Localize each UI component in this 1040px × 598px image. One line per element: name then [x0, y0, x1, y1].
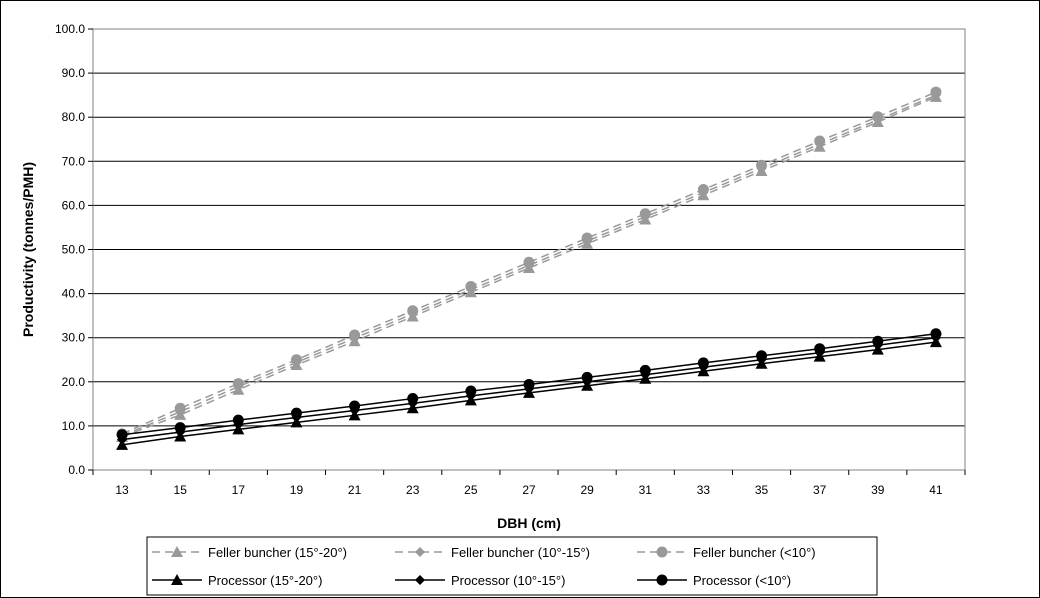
legend-label: Processor (15°-20°): [208, 573, 322, 588]
data-point-circle: [465, 385, 477, 397]
data-point-circle: [639, 208, 651, 220]
data-point-circle: [407, 305, 419, 317]
legend-marker-diamond: [415, 547, 425, 557]
data-point-circle: [523, 256, 535, 268]
series-line: [121, 94, 937, 437]
data-point-circle: [756, 350, 768, 362]
data-point-circle: [407, 393, 419, 405]
data-point-circle: [349, 329, 361, 341]
legend-item: Feller buncher (15°-20°): [152, 545, 347, 560]
data-point-circle: [116, 429, 128, 441]
y-tick-label: 70.0: [62, 154, 86, 168]
data-point-circle: [872, 335, 884, 347]
legend-marker-circle: [656, 546, 668, 558]
x-tick-label: 15: [174, 483, 188, 497]
y-tick-label: 30.0: [62, 331, 86, 345]
legend-label: Feller buncher (15°-20°): [208, 545, 347, 560]
y-tick-label: 0.0: [68, 463, 85, 477]
legend-box: [146, 536, 878, 596]
data-point-circle: [290, 407, 302, 419]
y-tick-label: 90.0: [62, 66, 86, 80]
legend-label: Feller buncher (10°-15°): [451, 545, 590, 560]
legend-marker-diamond: [415, 575, 425, 585]
data-point-circle: [290, 354, 302, 366]
x-tick-label: 35: [755, 483, 769, 497]
x-tick-label: 13: [115, 483, 129, 497]
legend: Feller buncher (15°-20°) Feller buncher (…: [146, 536, 878, 596]
series-line: [121, 96, 937, 438]
y-tick-label: 50.0: [62, 243, 86, 257]
y-tick-label: 80.0: [62, 110, 86, 124]
legend-item: Processor (15°-20°): [152, 573, 322, 588]
x-axis-ticks: 13 15 17 19 21 23 25 27 29 31 33 35 37 39 41: [92, 470, 966, 497]
data-point-circle: [930, 86, 942, 98]
data-point-circle: [697, 357, 709, 369]
series-line: [121, 91, 937, 435]
data-point-circle: [814, 343, 826, 355]
x-tick-label: 27: [522, 483, 536, 497]
legend-marker-circle: [656, 574, 668, 586]
data-point-circle: [814, 135, 826, 147]
data-point-circle: [174, 402, 186, 414]
data-point-circle: [232, 414, 244, 426]
x-tick-label: 31: [639, 483, 653, 497]
y-axis-ticks: 0.0 10.0 20.0 30.0 40.0 50.0 60.0 70.0 80.0 90.0 1…: [55, 22, 93, 477]
data-point-circle: [581, 232, 593, 244]
y-axis-title: Productivity (tonnes/PMH): [20, 162, 36, 337]
x-tick-label: 37: [813, 483, 827, 497]
legend-label: Processor (10°-15°): [451, 573, 565, 588]
series-6: [116, 328, 942, 441]
x-tick-label: 29: [580, 483, 594, 497]
x-tick-label: 21: [348, 483, 362, 497]
data-point-circle: [523, 378, 535, 390]
x-tick-label: 19: [290, 483, 304, 497]
data-point-circle: [697, 184, 709, 196]
data-point-circle: [930, 328, 942, 340]
x-tick-label: 39: [871, 483, 885, 497]
x-tick-label: 17: [232, 483, 246, 497]
legend-marker-triangle: [171, 574, 183, 585]
x-tick-label: 33: [697, 483, 711, 497]
y-tick-label: 40.0: [62, 287, 86, 301]
data-point-circle: [872, 111, 884, 123]
legend-item: Feller buncher (10°-15°): [395, 545, 590, 560]
data-point-circle: [174, 422, 186, 434]
x-tick-label: 41: [929, 483, 943, 497]
legend-label: Feller buncher (<10°): [693, 545, 816, 560]
legend-item: Processor (<10°): [637, 573, 791, 588]
data-point-circle: [465, 281, 477, 293]
data-point-circle: [639, 364, 651, 376]
legend-item: Feller buncher (<10°): [637, 545, 816, 560]
data-point-circle: [349, 400, 361, 412]
x-tick-label: 25: [464, 483, 478, 497]
y-tick-label: 60.0: [62, 198, 86, 212]
legend-label: Processor (<10°): [693, 573, 791, 588]
data-point-circle: [232, 378, 244, 390]
data-point-circle: [756, 159, 768, 171]
series-3: [116, 86, 942, 440]
data-point-circle: [581, 371, 593, 383]
legend-marker-triangle: [171, 546, 183, 557]
series-group: [116, 86, 942, 450]
y-tick-label: 100.0: [55, 22, 85, 36]
y-tick-label: 10.0: [62, 419, 86, 433]
x-axis-title: DBH (cm): [497, 515, 561, 531]
y-tick-label: 20.0: [62, 375, 86, 389]
x-tick-label: 23: [406, 483, 420, 497]
legend-item: Processor (10°-15°): [395, 573, 565, 588]
